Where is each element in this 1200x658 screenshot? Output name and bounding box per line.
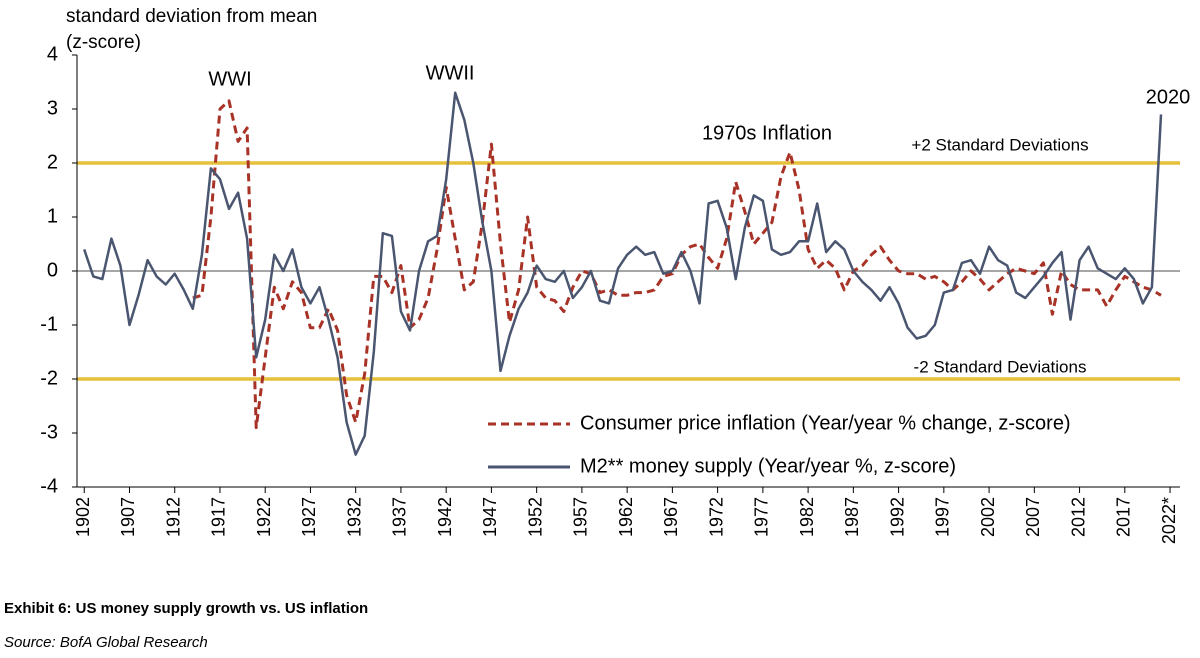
- annotation: 2020: [1146, 86, 1191, 108]
- y-tick-label: 3: [47, 97, 58, 119]
- x-tick-label: 2007: [1023, 497, 1043, 537]
- annotation: WWI: [208, 68, 251, 90]
- y-tick-label: 2: [47, 151, 58, 173]
- x-tick-label: 1927: [299, 497, 319, 537]
- x-tick-label: 1942: [435, 497, 455, 537]
- y-axis-label: standard deviation from mean: [66, 6, 317, 27]
- y-tick-label: -3: [40, 421, 58, 443]
- x-tick-label: 1937: [390, 497, 410, 537]
- x-tick-label: 2022*: [1159, 497, 1179, 544]
- x-tick-label: 1907: [118, 497, 138, 537]
- reference-label: -2 Standard Deviations: [914, 357, 1087, 376]
- x-tick-label: 1992: [887, 497, 907, 537]
- legend-label: M2** money supply (Year/year %, z-score): [580, 455, 956, 477]
- x-tick-label: 1952: [525, 497, 545, 537]
- y-tick-label: 4: [47, 43, 58, 65]
- x-tick-label: 1902: [73, 497, 93, 537]
- x-tick-label: 1912: [163, 497, 183, 537]
- y-tick-label: -4: [40, 475, 58, 497]
- y-tick-label: -2: [40, 367, 58, 389]
- x-tick-label: 1977: [752, 497, 772, 537]
- x-tick-label: 1972: [706, 497, 726, 537]
- x-tick-label: 1982: [797, 497, 817, 537]
- y-axis-label: (z-score): [66, 32, 141, 53]
- x-tick-label: 1967: [661, 497, 681, 537]
- series-line: [83, 91, 1163, 456]
- reference-label: +2 Standard Deviations: [911, 135, 1088, 154]
- source: Source: BofA Global Research: [4, 634, 208, 651]
- x-tick-label: 2012: [1068, 497, 1088, 537]
- caption: Exhibit 6: US money supply growth vs. US…: [4, 600, 368, 617]
- y-tick-label: -1: [40, 313, 58, 335]
- x-tick-label: 2017: [1114, 497, 1134, 537]
- x-tick-label: 1917: [209, 497, 229, 537]
- x-tick-label: 1947: [480, 497, 500, 537]
- legend-label: Consumer price inflation (Year/year % ch…: [580, 412, 1071, 434]
- x-tick-label: 1957: [571, 497, 591, 537]
- x-tick-label: 1922: [254, 497, 274, 537]
- x-tick-label: 1997: [933, 497, 953, 537]
- x-tick-label: 1987: [842, 497, 862, 537]
- x-tick-label: 2002: [978, 497, 998, 537]
- y-tick-label: 1: [47, 205, 58, 227]
- annotation: WWII: [426, 62, 475, 84]
- annotation: 1970s Inflation: [702, 122, 832, 144]
- x-tick-label: 1962: [616, 497, 636, 537]
- x-tick-label: 1932: [344, 497, 364, 537]
- y-tick-label: 0: [47, 259, 58, 281]
